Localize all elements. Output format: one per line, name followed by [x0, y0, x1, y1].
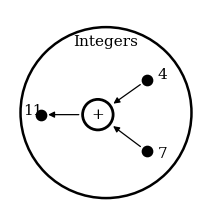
Circle shape	[21, 27, 191, 198]
Text: 11: 11	[24, 104, 43, 118]
Point	[145, 78, 148, 82]
Text: +: +	[92, 108, 104, 122]
Point	[145, 150, 148, 153]
Point	[39, 113, 43, 116]
Text: 7: 7	[158, 147, 167, 161]
Circle shape	[83, 99, 113, 130]
Text: 4: 4	[158, 68, 168, 82]
Text: Integers: Integers	[74, 35, 138, 49]
